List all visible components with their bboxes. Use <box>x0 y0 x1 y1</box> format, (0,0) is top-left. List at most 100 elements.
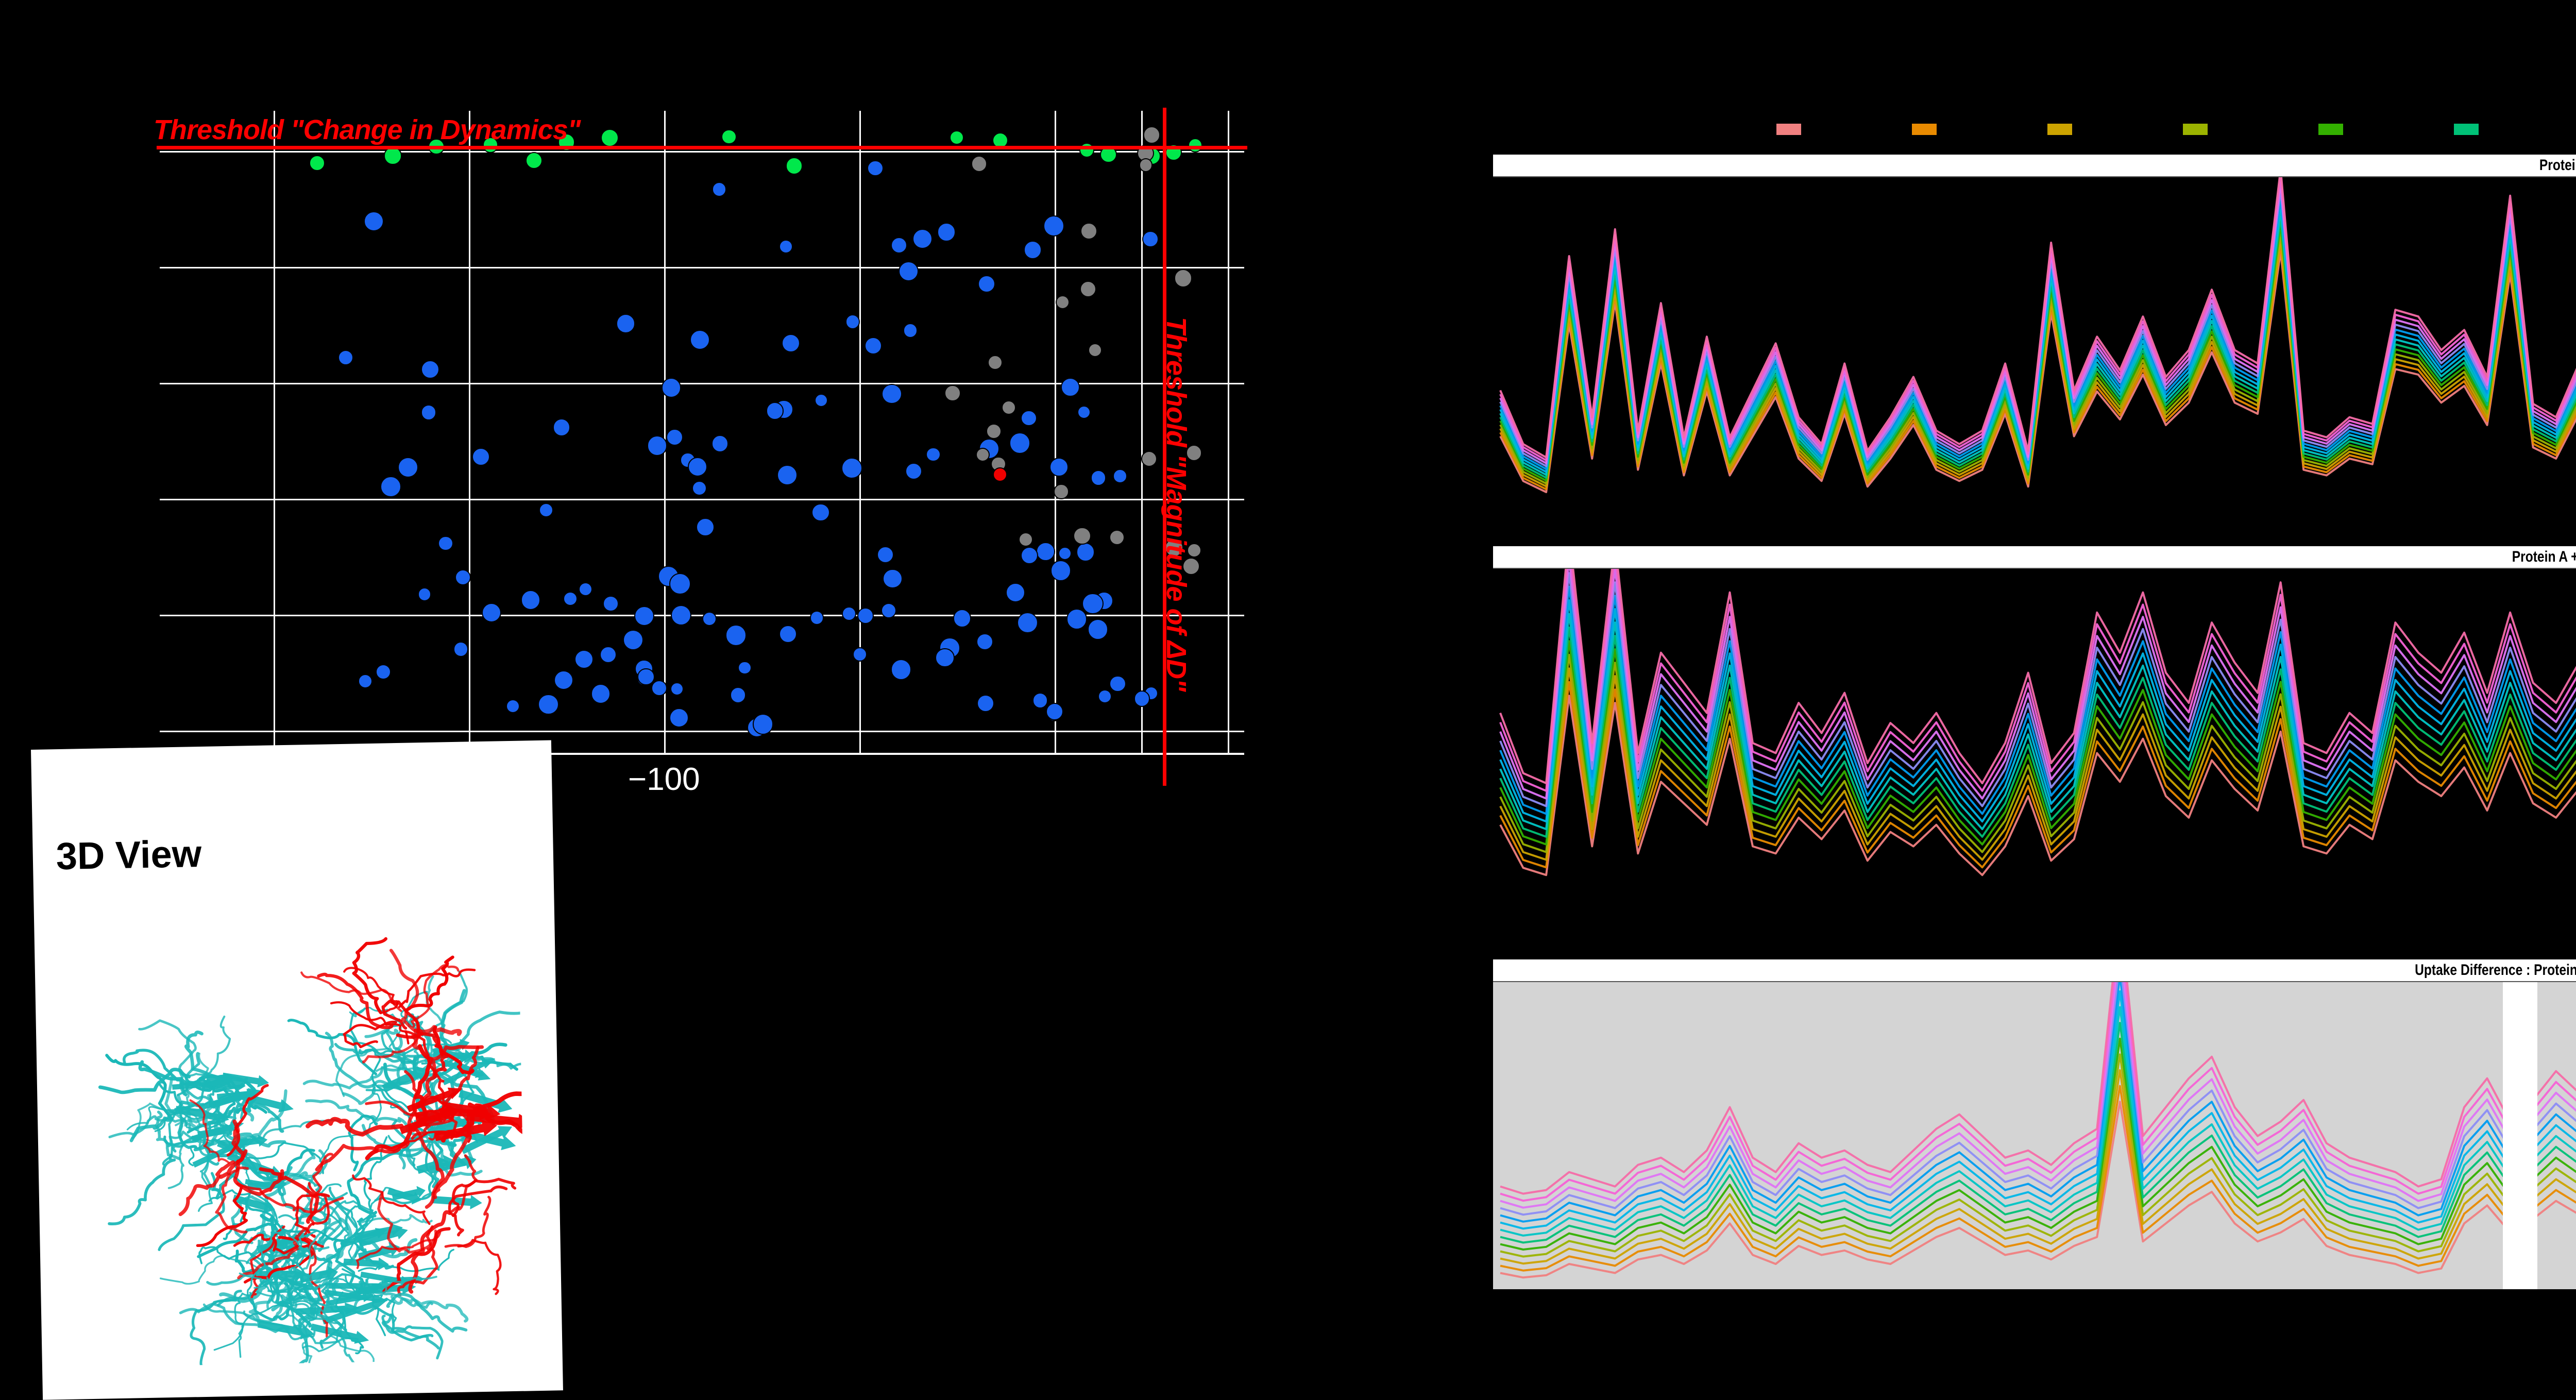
scatter-point[interactable] <box>1097 689 1112 703</box>
scatter-point[interactable] <box>538 694 559 715</box>
scatter-point[interactable] <box>1076 543 1095 562</box>
scatter-point[interactable] <box>711 435 729 452</box>
scatter-point[interactable] <box>880 602 897 619</box>
scatter-point[interactable] <box>776 464 798 485</box>
scatter-point[interactable] <box>482 137 499 153</box>
uptake-series-line[interactable] <box>1499 195 2576 470</box>
scatter-point[interactable] <box>579 582 593 596</box>
scatter-point[interactable] <box>438 535 453 551</box>
scatter-point[interactable] <box>737 661 752 675</box>
uptake-series-line[interactable] <box>1499 177 2576 459</box>
scatter-point[interactable] <box>971 156 987 172</box>
uptake-series-line[interactable] <box>1500 1037 2576 1251</box>
scatter-point[interactable] <box>1001 400 1016 415</box>
uptake-series-line[interactable] <box>1500 1053 2576 1258</box>
uptake-series-line[interactable] <box>1500 1022 2576 1244</box>
scatter-point[interactable] <box>454 569 471 586</box>
scatter-point[interactable] <box>637 668 655 686</box>
scatter-point[interactable] <box>1109 675 1126 693</box>
scatter-point[interactable] <box>669 573 691 595</box>
scatter-point[interactable] <box>358 673 373 689</box>
scatter-point[interactable] <box>453 642 469 657</box>
uptake-series-line[interactable] <box>1500 982 2576 1216</box>
chart-area-protein-a[interactable] <box>1493 177 2576 505</box>
scatter-point[interactable] <box>521 590 541 610</box>
uptake-series-line[interactable] <box>1500 1085 2576 1272</box>
scatter-point[interactable] <box>634 606 655 627</box>
scatter-point[interactable] <box>616 314 636 333</box>
scatter-point[interactable] <box>506 699 520 713</box>
uptake-series-line[interactable] <box>1499 202 2576 473</box>
uptake-series-line[interactable] <box>1499 181 2576 464</box>
scatter-point[interactable] <box>977 695 994 713</box>
scatter-point[interactable] <box>691 481 707 496</box>
scatter-point[interactable] <box>1020 546 1039 565</box>
scatter-point[interactable] <box>711 182 727 197</box>
scatter-point[interactable] <box>1058 547 1072 561</box>
scatter-point[interactable] <box>1087 619 1109 640</box>
scatter-point[interactable] <box>1054 484 1069 499</box>
scatter-point[interactable] <box>1073 527 1091 545</box>
uptake-series-line[interactable] <box>1500 1069 2576 1265</box>
scatter-point[interactable] <box>898 261 919 281</box>
scatter-point[interactable] <box>876 546 894 564</box>
scatter-point[interactable] <box>1185 445 1202 461</box>
scatter-point[interactable] <box>525 151 543 170</box>
scatter-point[interactable] <box>778 625 797 643</box>
scatter-point[interactable] <box>976 633 994 651</box>
scatter-point[interactable] <box>883 568 903 589</box>
scatter-point[interactable] <box>944 385 961 401</box>
uptake-series-line[interactable] <box>1499 569 2576 784</box>
scatter-point[interactable] <box>688 457 707 477</box>
scatter-point[interactable] <box>905 462 923 480</box>
uptake-series-line[interactable] <box>1499 640 2576 846</box>
scatter-point[interactable] <box>865 336 882 355</box>
scatter-point[interactable] <box>1088 343 1103 358</box>
scatter-point[interactable] <box>696 518 715 536</box>
chart-area-uptake-difference[interactable] <box>1493 982 2576 1289</box>
scatter-point[interactable] <box>867 160 884 177</box>
uptake-series-line[interactable] <box>1500 1101 2576 1279</box>
scatter-point[interactable] <box>1141 450 1158 467</box>
scatter-point[interactable] <box>975 448 990 462</box>
scatter-point[interactable] <box>926 447 941 462</box>
scatter-point[interactable] <box>599 646 617 664</box>
scatter-point[interactable] <box>1055 295 1070 310</box>
uptake-series-line[interactable] <box>1499 681 2576 869</box>
scatter-point[interactable] <box>471 447 490 466</box>
uptake-series-line[interactable] <box>1499 243 2576 491</box>
protein-ribbon-diagram[interactable] <box>75 896 527 1368</box>
uptake-series-line[interactable] <box>1499 667 2576 861</box>
scatter-point[interactable] <box>669 708 689 728</box>
scatter-point[interactable] <box>1017 612 1039 634</box>
scatter-point[interactable] <box>935 648 955 667</box>
scatter-point[interactable] <box>1046 703 1064 721</box>
scatter-point[interactable] <box>417 587 432 601</box>
scatter-point[interactable] <box>953 609 972 628</box>
scatter-point[interactable] <box>1133 690 1150 707</box>
scatter-point[interactable] <box>912 229 933 249</box>
scatter-point[interactable] <box>1036 542 1055 561</box>
uptake-series-line[interactable] <box>1499 188 2576 467</box>
scatter-point[interactable] <box>623 630 644 651</box>
scatter-point[interactable] <box>853 647 867 662</box>
scatter-point[interactable] <box>842 606 857 621</box>
scatter-point[interactable] <box>554 670 574 690</box>
scatter-point[interactable] <box>978 275 995 293</box>
scatter-point[interactable] <box>538 502 553 517</box>
scatter-point[interactable] <box>337 349 353 365</box>
uptake-series-line[interactable] <box>1499 599 2576 823</box>
scatter-point[interactable] <box>481 603 501 623</box>
scatter-point[interactable] <box>574 650 594 669</box>
scatter-point[interactable] <box>1080 280 1097 297</box>
scatter-point[interactable] <box>1143 126 1161 144</box>
scatter-point[interactable] <box>730 687 746 703</box>
scatter-point[interactable] <box>1032 693 1048 709</box>
scatter-point[interactable] <box>810 611 824 625</box>
scatter-point[interactable] <box>987 355 1003 370</box>
scatter-point[interactable] <box>309 155 325 171</box>
scatter-point[interactable] <box>950 130 964 145</box>
scatter-point[interactable] <box>725 625 747 646</box>
scatter-point[interactable] <box>1024 241 1042 259</box>
scatter-point[interactable] <box>671 604 692 626</box>
